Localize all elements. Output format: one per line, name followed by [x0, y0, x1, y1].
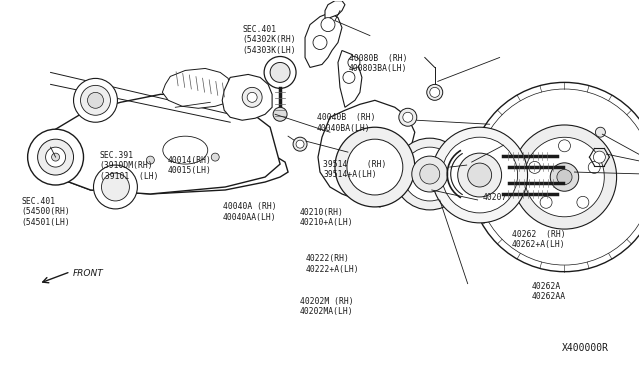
Circle shape [343, 71, 355, 83]
Text: 40262A
40262AA: 40262A 40262AA [532, 282, 566, 301]
Text: 40202M (RH)
40202MA(LH): 40202M (RH) 40202MA(LH) [300, 297, 353, 316]
Circle shape [102, 173, 129, 201]
Polygon shape [222, 74, 272, 120]
Polygon shape [338, 51, 362, 107]
Circle shape [247, 92, 257, 102]
Polygon shape [163, 68, 230, 108]
Circle shape [399, 108, 417, 126]
Circle shape [88, 92, 104, 108]
Circle shape [577, 196, 589, 208]
Circle shape [513, 125, 616, 229]
Circle shape [321, 17, 335, 32]
Text: SEC.401
(54302K(RH)
(54303K(LH): SEC.401 (54302K(RH) (54303K(LH) [242, 25, 296, 55]
Text: FRONT: FRONT [72, 269, 103, 278]
Circle shape [403, 112, 413, 122]
Circle shape [540, 196, 552, 208]
Circle shape [595, 127, 605, 137]
Text: 40014(RH)
40015(LH): 40014(RH) 40015(LH) [168, 156, 212, 175]
Circle shape [476, 89, 640, 265]
Circle shape [403, 147, 457, 201]
Circle shape [550, 163, 579, 191]
Circle shape [335, 127, 415, 207]
Circle shape [52, 153, 60, 161]
Circle shape [242, 87, 262, 107]
Text: 40207: 40207 [483, 193, 508, 202]
Text: 40210(RH)
40210+A(LH): 40210(RH) 40210+A(LH) [300, 208, 353, 227]
Polygon shape [318, 100, 415, 207]
Circle shape [559, 140, 570, 152]
Circle shape [420, 164, 440, 184]
Polygon shape [305, 13, 342, 67]
Circle shape [588, 161, 600, 173]
Text: 40262  (RH)
40262+A(LH): 40262 (RH) 40262+A(LH) [511, 230, 565, 250]
Text: 40222(RH)
40222+A(LH): 40222(RH) 40222+A(LH) [306, 254, 360, 273]
Circle shape [74, 78, 118, 122]
Circle shape [296, 140, 304, 148]
Text: X400000R: X400000R [563, 343, 609, 353]
Text: 40040A (RH)
40040AA(LH): 40040A (RH) 40040AA(LH) [223, 202, 276, 222]
Circle shape [270, 62, 290, 82]
Circle shape [264, 57, 296, 89]
Circle shape [432, 127, 527, 223]
Circle shape [38, 139, 74, 175]
Circle shape [348, 57, 360, 68]
Circle shape [470, 82, 640, 272]
Circle shape [394, 138, 466, 210]
Polygon shape [38, 94, 280, 194]
Ellipse shape [163, 136, 208, 164]
Circle shape [525, 137, 604, 217]
Polygon shape [43, 144, 288, 194]
Circle shape [93, 165, 138, 209]
Text: SEC.401
(54500(RH)
(54501(LH): SEC.401 (54500(RH) (54501(LH) [21, 197, 70, 227]
Circle shape [442, 137, 518, 213]
Circle shape [593, 151, 605, 163]
Circle shape [45, 147, 65, 167]
Circle shape [147, 156, 154, 164]
Circle shape [430, 87, 440, 97]
Text: 40080B  (RH)
400803BA(LH): 40080B (RH) 400803BA(LH) [349, 54, 407, 73]
Circle shape [458, 153, 502, 197]
Text: 39514    (RH)
39514+A(LH): 39514 (RH) 39514+A(LH) [323, 160, 387, 179]
Circle shape [347, 139, 403, 195]
Text: SEC.391
(3910DM(RH)
(39101  (LH): SEC.391 (3910DM(RH) (39101 (LH) [100, 151, 158, 180]
Circle shape [273, 107, 287, 121]
Circle shape [211, 153, 220, 161]
Circle shape [313, 36, 327, 49]
Text: 40040B  (RH)
40040BA(LH): 40040B (RH) 40040BA(LH) [317, 113, 375, 133]
Circle shape [529, 161, 541, 173]
Circle shape [81, 86, 111, 115]
Circle shape [293, 137, 307, 151]
Circle shape [557, 170, 572, 185]
Polygon shape [325, 1, 345, 20]
Circle shape [412, 156, 448, 192]
Circle shape [468, 163, 492, 187]
Circle shape [28, 129, 83, 185]
Circle shape [427, 84, 443, 100]
